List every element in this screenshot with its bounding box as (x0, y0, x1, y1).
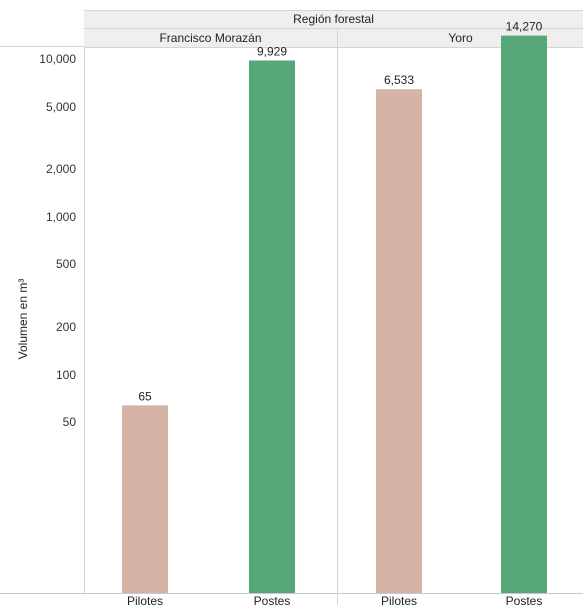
y-tick-label: 2,000 (45, 162, 76, 177)
panel-header-yoro: Yoro (448, 31, 473, 45)
y-tick-label: 1,000 (45, 209, 76, 224)
bar-value-label: 65 (138, 389, 152, 403)
y-tick-label: 5,000 (45, 99, 76, 114)
x-tick-label-pilotes: Pilotes (380, 594, 418, 608)
y-tick-label: 100 (55, 367, 76, 382)
y-tick-label: 500 (55, 257, 76, 272)
y-tick-label: 200 (55, 320, 76, 335)
x-tick-label-postes: Postes (505, 594, 543, 608)
x-tick-label-postes: Postes (253, 594, 291, 608)
bar-value-label: 6,533 (384, 73, 414, 87)
bar-postes (501, 35, 547, 593)
panel-header-francisco-morazan: Francisco Morazán (159, 31, 262, 45)
bar-postes (249, 60, 295, 593)
bar-pilotes (122, 405, 168, 593)
x-tick-label-pilotes: Pilotes (126, 594, 164, 608)
y-tick-label: 10,000 (39, 52, 76, 66)
y-tick-label: 50 (62, 415, 76, 430)
header-divider (84, 28, 583, 29)
bar-value-label: 14,270 (506, 20, 543, 34)
bar-value-label: 9,929 (257, 44, 287, 58)
region-header: Región forestal (293, 12, 374, 26)
bar-pilotes (376, 89, 422, 593)
header-band (84, 10, 583, 48)
